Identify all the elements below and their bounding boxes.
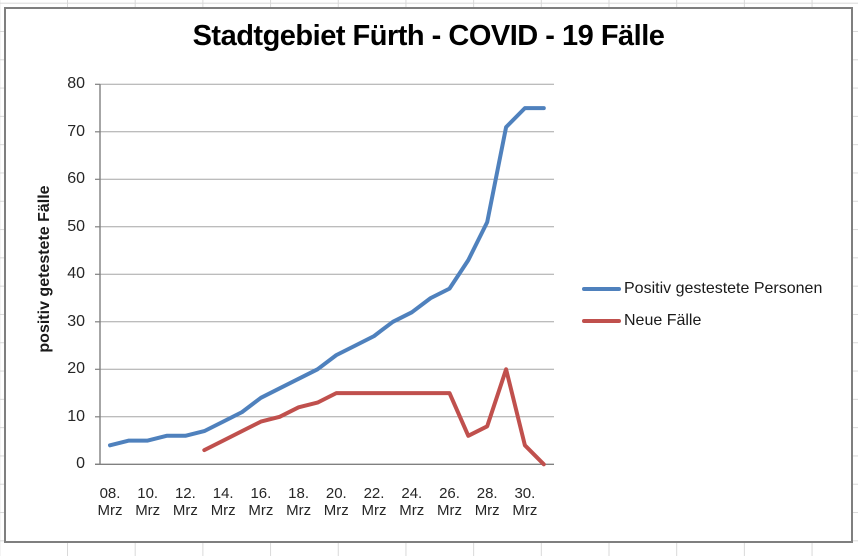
x-tick-label-12: 12. Mrz (172, 485, 198, 519)
x-tick-label-28: 28. Mrz (474, 485, 500, 519)
x-tick-label-30: 30. Mrz (512, 485, 538, 519)
legend-label: Neue Fälle (624, 312, 702, 329)
y-tick-label-50: 50 (67, 217, 85, 235)
legend-label: Positiv gestestete Personen (624, 280, 823, 297)
series-line-0 (108, 106, 546, 448)
y-tick-label-0: 0 (76, 455, 85, 473)
y-tick-label-20: 20 (67, 360, 85, 378)
plot-area (95, 83, 554, 467)
x-tick-label-22: 22. Mrz (361, 485, 387, 519)
x-tick-label-08: 08. Mrz (97, 485, 123, 519)
series-line-1 (202, 367, 546, 467)
x-tick-label-10: 10. Mrz (135, 485, 161, 519)
x-tick-label-20: 20. Mrz (323, 485, 349, 519)
x-tick-label-16: 16. Mrz (248, 485, 274, 519)
y-tick-label-60: 60 (67, 170, 85, 188)
legend-line-swatch-red (582, 319, 621, 323)
legend-item-neue-faelle: Neue Fälle (582, 312, 701, 330)
x-tick-label-24: 24. Mrz (399, 485, 425, 519)
x-tick-label-26: 26. Mrz (437, 485, 462, 519)
chart-title: Stadtgebiet Fürth - COVID - 19 Fälle (192, 20, 665, 52)
y-tick-label-70: 70 (67, 122, 85, 140)
legend-line-swatch-blue (582, 287, 621, 291)
excel-chart-object[interactable]: Stadtgebiet Fürth - COVID - 19 Fälle pos… (4, 7, 853, 543)
y-tick-label-40: 40 (67, 265, 85, 283)
x-tick-label-14: 14. Mrz (210, 485, 236, 519)
y-tick-label-80: 80 (67, 75, 85, 93)
x-tick-label-18: 18. Mrz (286, 485, 312, 519)
legend-item-positiv: Positiv gestestete Personen (582, 280, 822, 298)
y-tick-label-10: 10 (67, 407, 85, 425)
y-tick-label-30: 30 (67, 312, 85, 330)
